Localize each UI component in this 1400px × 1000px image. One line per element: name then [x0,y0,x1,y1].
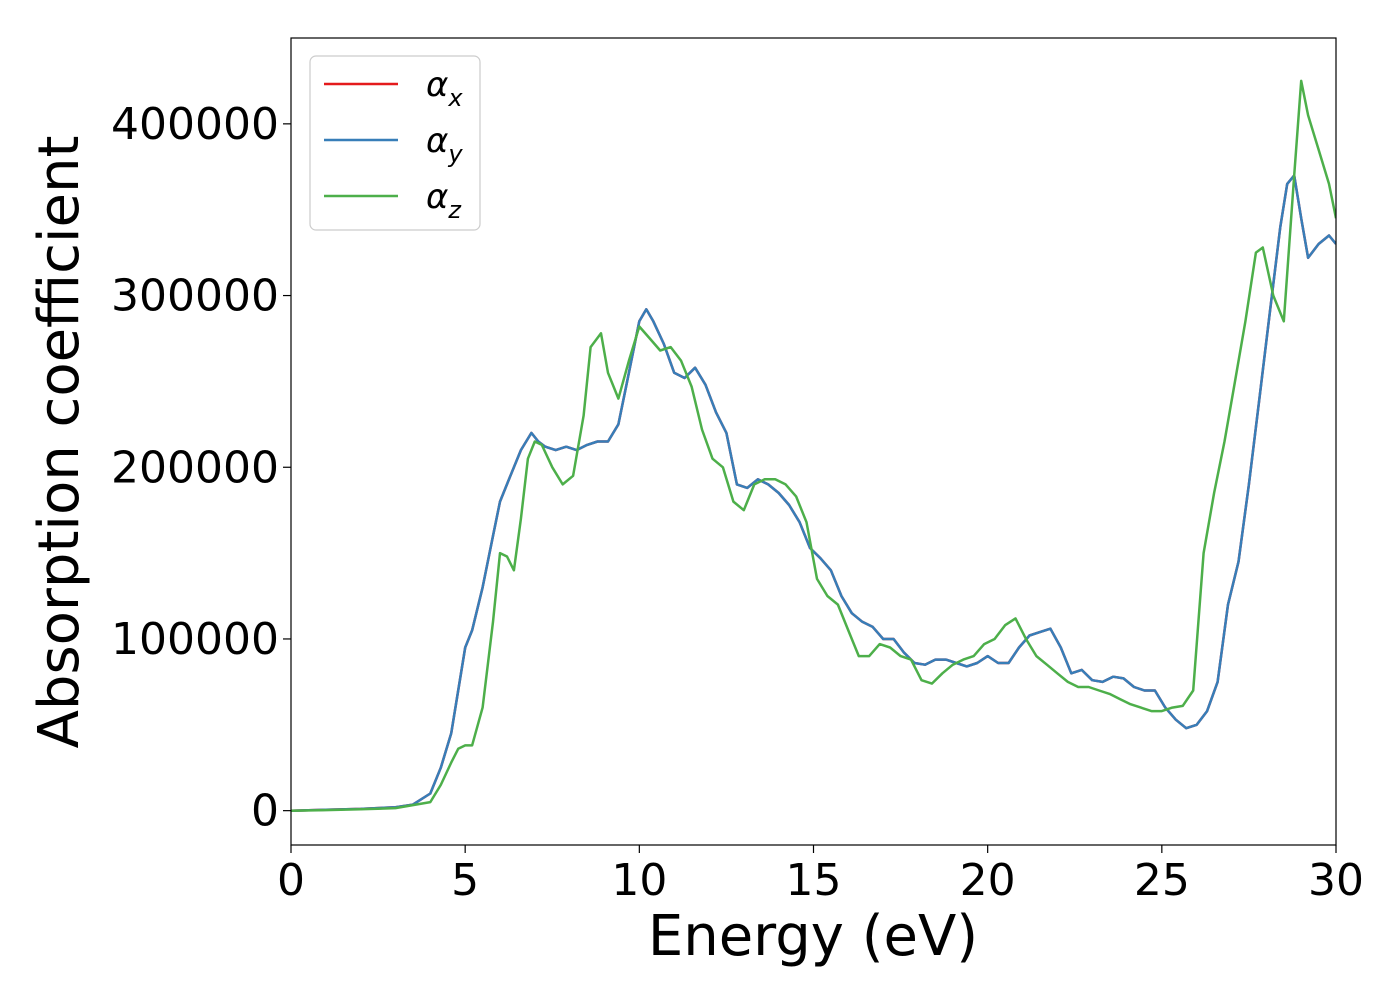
x-tick-label: 0 [277,855,305,906]
series-line-alpha-z [291,79,1336,812]
x-tick-label: 15 [786,855,842,906]
x-tick-label: 30 [1308,855,1364,906]
y-tick-label: 100000 [111,614,279,665]
y-tick-label: 300000 [111,271,279,322]
x-axis-ticks: 0 5 10 15 20 25 30 [277,845,1364,906]
x-tick-label: 20 [960,855,1016,906]
y-tick-label: 400000 [111,99,279,150]
y-tick-label: 200000 [111,442,279,493]
y-axis-ticks: 0 100000 200000 300000 400000 [111,99,291,837]
y-tick-label: 0 [251,786,279,837]
series-line-alpha-y [291,174,1336,812]
x-tick-label: 25 [1134,855,1190,906]
x-tick-label: 5 [451,855,479,906]
x-tick-label: 10 [611,855,667,906]
y-axis-title: Absorption coefficient [27,136,92,749]
legend-label: αx [426,65,463,112]
x-axis-title: Energy (eV) [648,904,978,969]
legend-label: αy [426,121,463,168]
legend-box [309,55,481,231]
series-line-alpha-x [291,174,1336,812]
